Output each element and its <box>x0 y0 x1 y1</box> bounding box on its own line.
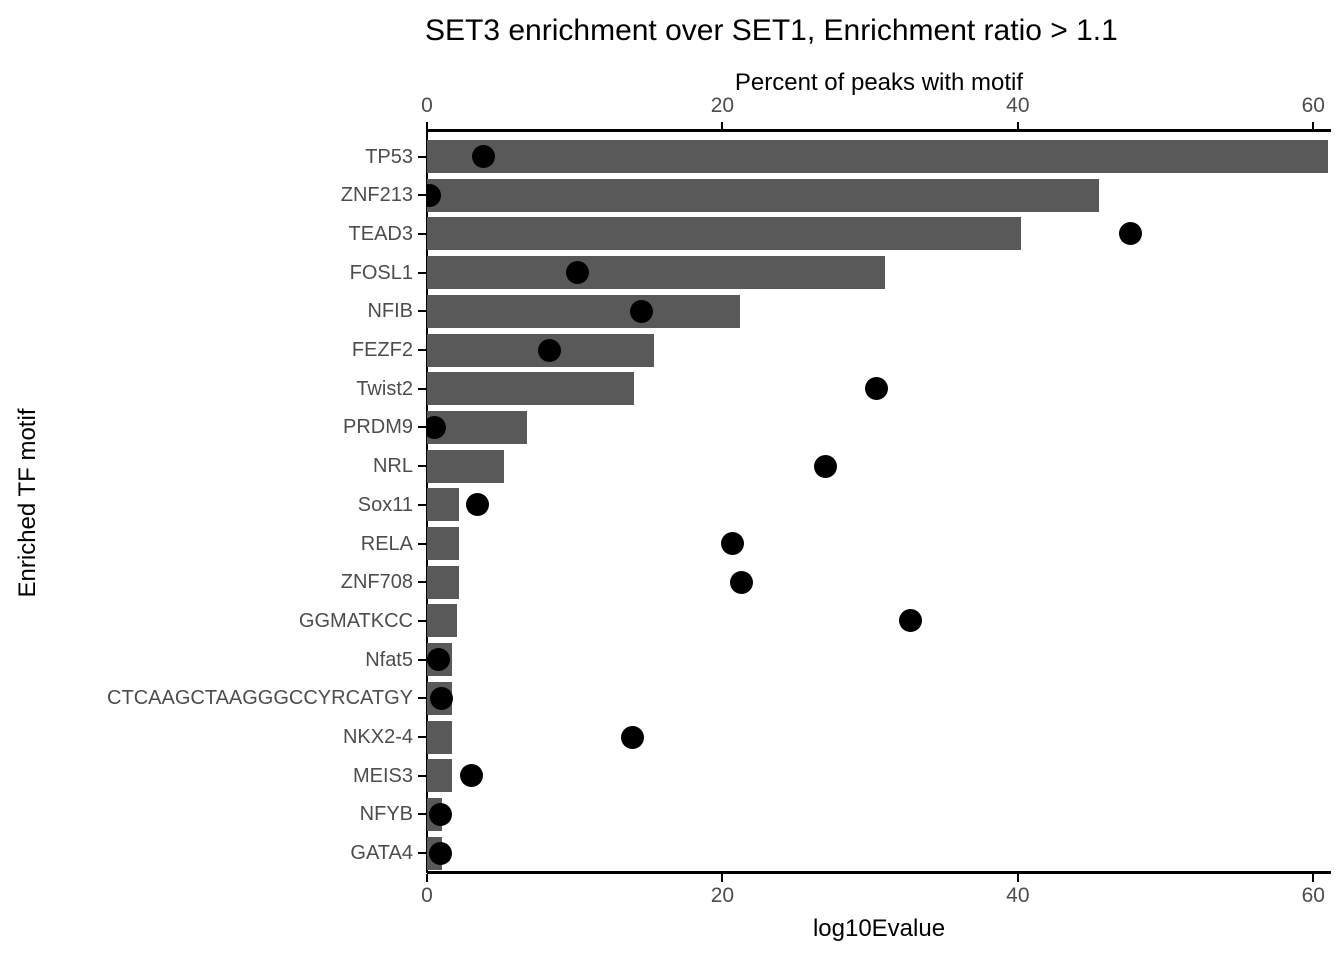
category-label: GATA4 <box>350 842 413 865</box>
category-tick-mark <box>418 426 427 429</box>
category-label: CTCAAGCTAAGGGCCYRCATGY <box>107 687 413 710</box>
point-NKX2-4 <box>620 725 644 749</box>
bottom-axis-title: log10Evalue <box>812 915 946 942</box>
category-label: GGMATKCC <box>298 609 413 632</box>
bottom-tick-label: 40 <box>1006 884 1030 907</box>
category-tick-mark <box>418 736 427 738</box>
bar-NRL <box>427 449 504 483</box>
category-label: NKX2-4 <box>342 726 413 748</box>
bar-FOSL1 <box>427 256 885 290</box>
category-label: TP53 <box>365 145 413 168</box>
bar-ZNF213 <box>427 178 1100 212</box>
category-tick-mark <box>418 503 427 506</box>
top-tick-mark <box>1312 122 1315 130</box>
bottom-tick-mark <box>1312 874 1315 882</box>
chart-title: SET3 enrichment over SET1, Enrichment ra… <box>425 14 1118 47</box>
category-tick-mark <box>418 581 427 584</box>
bar-TP53 <box>427 140 1329 173</box>
point-MEIS3 <box>459 764 483 788</box>
category-tick-mark <box>418 774 427 777</box>
point-Sox11 <box>465 493 489 517</box>
category-tick-mark <box>418 658 427 661</box>
category-label: NRL <box>372 455 413 478</box>
category-tick-mark <box>418 232 427 235</box>
point-Twist2 <box>864 377 888 401</box>
point-NRL <box>814 454 838 478</box>
category-label: MEIS3 <box>352 764 413 787</box>
point-NFIB <box>629 299 653 323</box>
top-tick-label: 0 <box>421 94 433 117</box>
bar-TEAD3 <box>427 217 1021 251</box>
category-tick-mark <box>418 697 427 700</box>
category-label: Twist2 <box>356 377 413 400</box>
point-Nfat5 <box>427 648 451 672</box>
bar-ZNF708 <box>427 565 460 599</box>
category-label: TEAD3 <box>348 222 413 245</box>
bottom-tick-mark <box>426 874 428 882</box>
category-tick-mark <box>418 852 427 855</box>
points-layer <box>427 131 1331 872</box>
point-TEAD3 <box>1118 222 1142 246</box>
category-tick-mark <box>418 271 427 274</box>
point-ZNF708 <box>730 570 754 594</box>
point-FOSL1 <box>566 261 590 285</box>
bar-Sox11 <box>427 488 460 522</box>
category-tick-mark <box>418 155 427 158</box>
category-tick-mark <box>418 619 427 622</box>
category-label: ZNF213 <box>340 184 413 207</box>
category-tick-mark <box>418 465 427 468</box>
category-label: NFYB <box>359 803 413 826</box>
bottom-tick-label: 60 <box>1301 884 1325 907</box>
bottom-tick-mark <box>721 874 724 882</box>
bar-Twist2 <box>427 372 634 406</box>
bottom-axis-line <box>427 871 1331 874</box>
category-tick-mark <box>418 813 427 816</box>
category-label: FOSL1 <box>349 261 413 284</box>
point-NFYB <box>428 802 452 826</box>
bottom-tick-label: 0 <box>421 884 433 907</box>
point-FEZF2 <box>538 338 562 362</box>
bar-NKX2-4 <box>427 720 453 754</box>
top-tick-label: 40 <box>1006 94 1030 117</box>
category-label: ZNF708 <box>340 571 413 594</box>
point-GATA4 <box>428 841 452 865</box>
category-label: PRDM9 <box>342 416 413 439</box>
top-tick-label: 20 <box>710 94 735 117</box>
point-PRDM9 <box>427 415 446 439</box>
point-ZNF213 <box>427 183 442 207</box>
category-tick-mark <box>418 349 427 351</box>
bottom-tick-label: 20 <box>710 884 735 907</box>
top-tick-label: 60 <box>1301 94 1325 117</box>
point-CTCAAGCTAAGGGCCYRCATGY <box>430 686 454 710</box>
top-tick-mark <box>1016 122 1019 130</box>
top-tick-mark <box>426 122 428 130</box>
top-tick-mark <box>721 122 724 130</box>
category-tick-mark <box>418 387 427 390</box>
category-tick-mark <box>418 310 427 313</box>
category-tick-mark <box>418 194 427 197</box>
top-axis-title: Percent of peaks with motif <box>734 69 1024 96</box>
category-label: Nfat5 <box>365 648 413 671</box>
point-RELA <box>721 532 745 555</box>
bar-RELA <box>427 527 460 560</box>
category-label: Sox11 <box>357 493 413 516</box>
category-label: FEZF2 <box>351 339 413 361</box>
category-tick-mark <box>418 542 427 545</box>
bottom-tick-mark <box>1016 874 1019 882</box>
bar-GGMATKCC <box>427 604 457 638</box>
category-label: NFIB <box>367 300 413 323</box>
point-TP53 <box>471 145 495 168</box>
bar-NFIB <box>427 294 741 328</box>
point-GGMATKCC <box>898 609 922 633</box>
category-label: RELA <box>360 532 413 555</box>
bar-MEIS3 <box>427 759 453 793</box>
top-axis-line <box>427 129 1331 132</box>
